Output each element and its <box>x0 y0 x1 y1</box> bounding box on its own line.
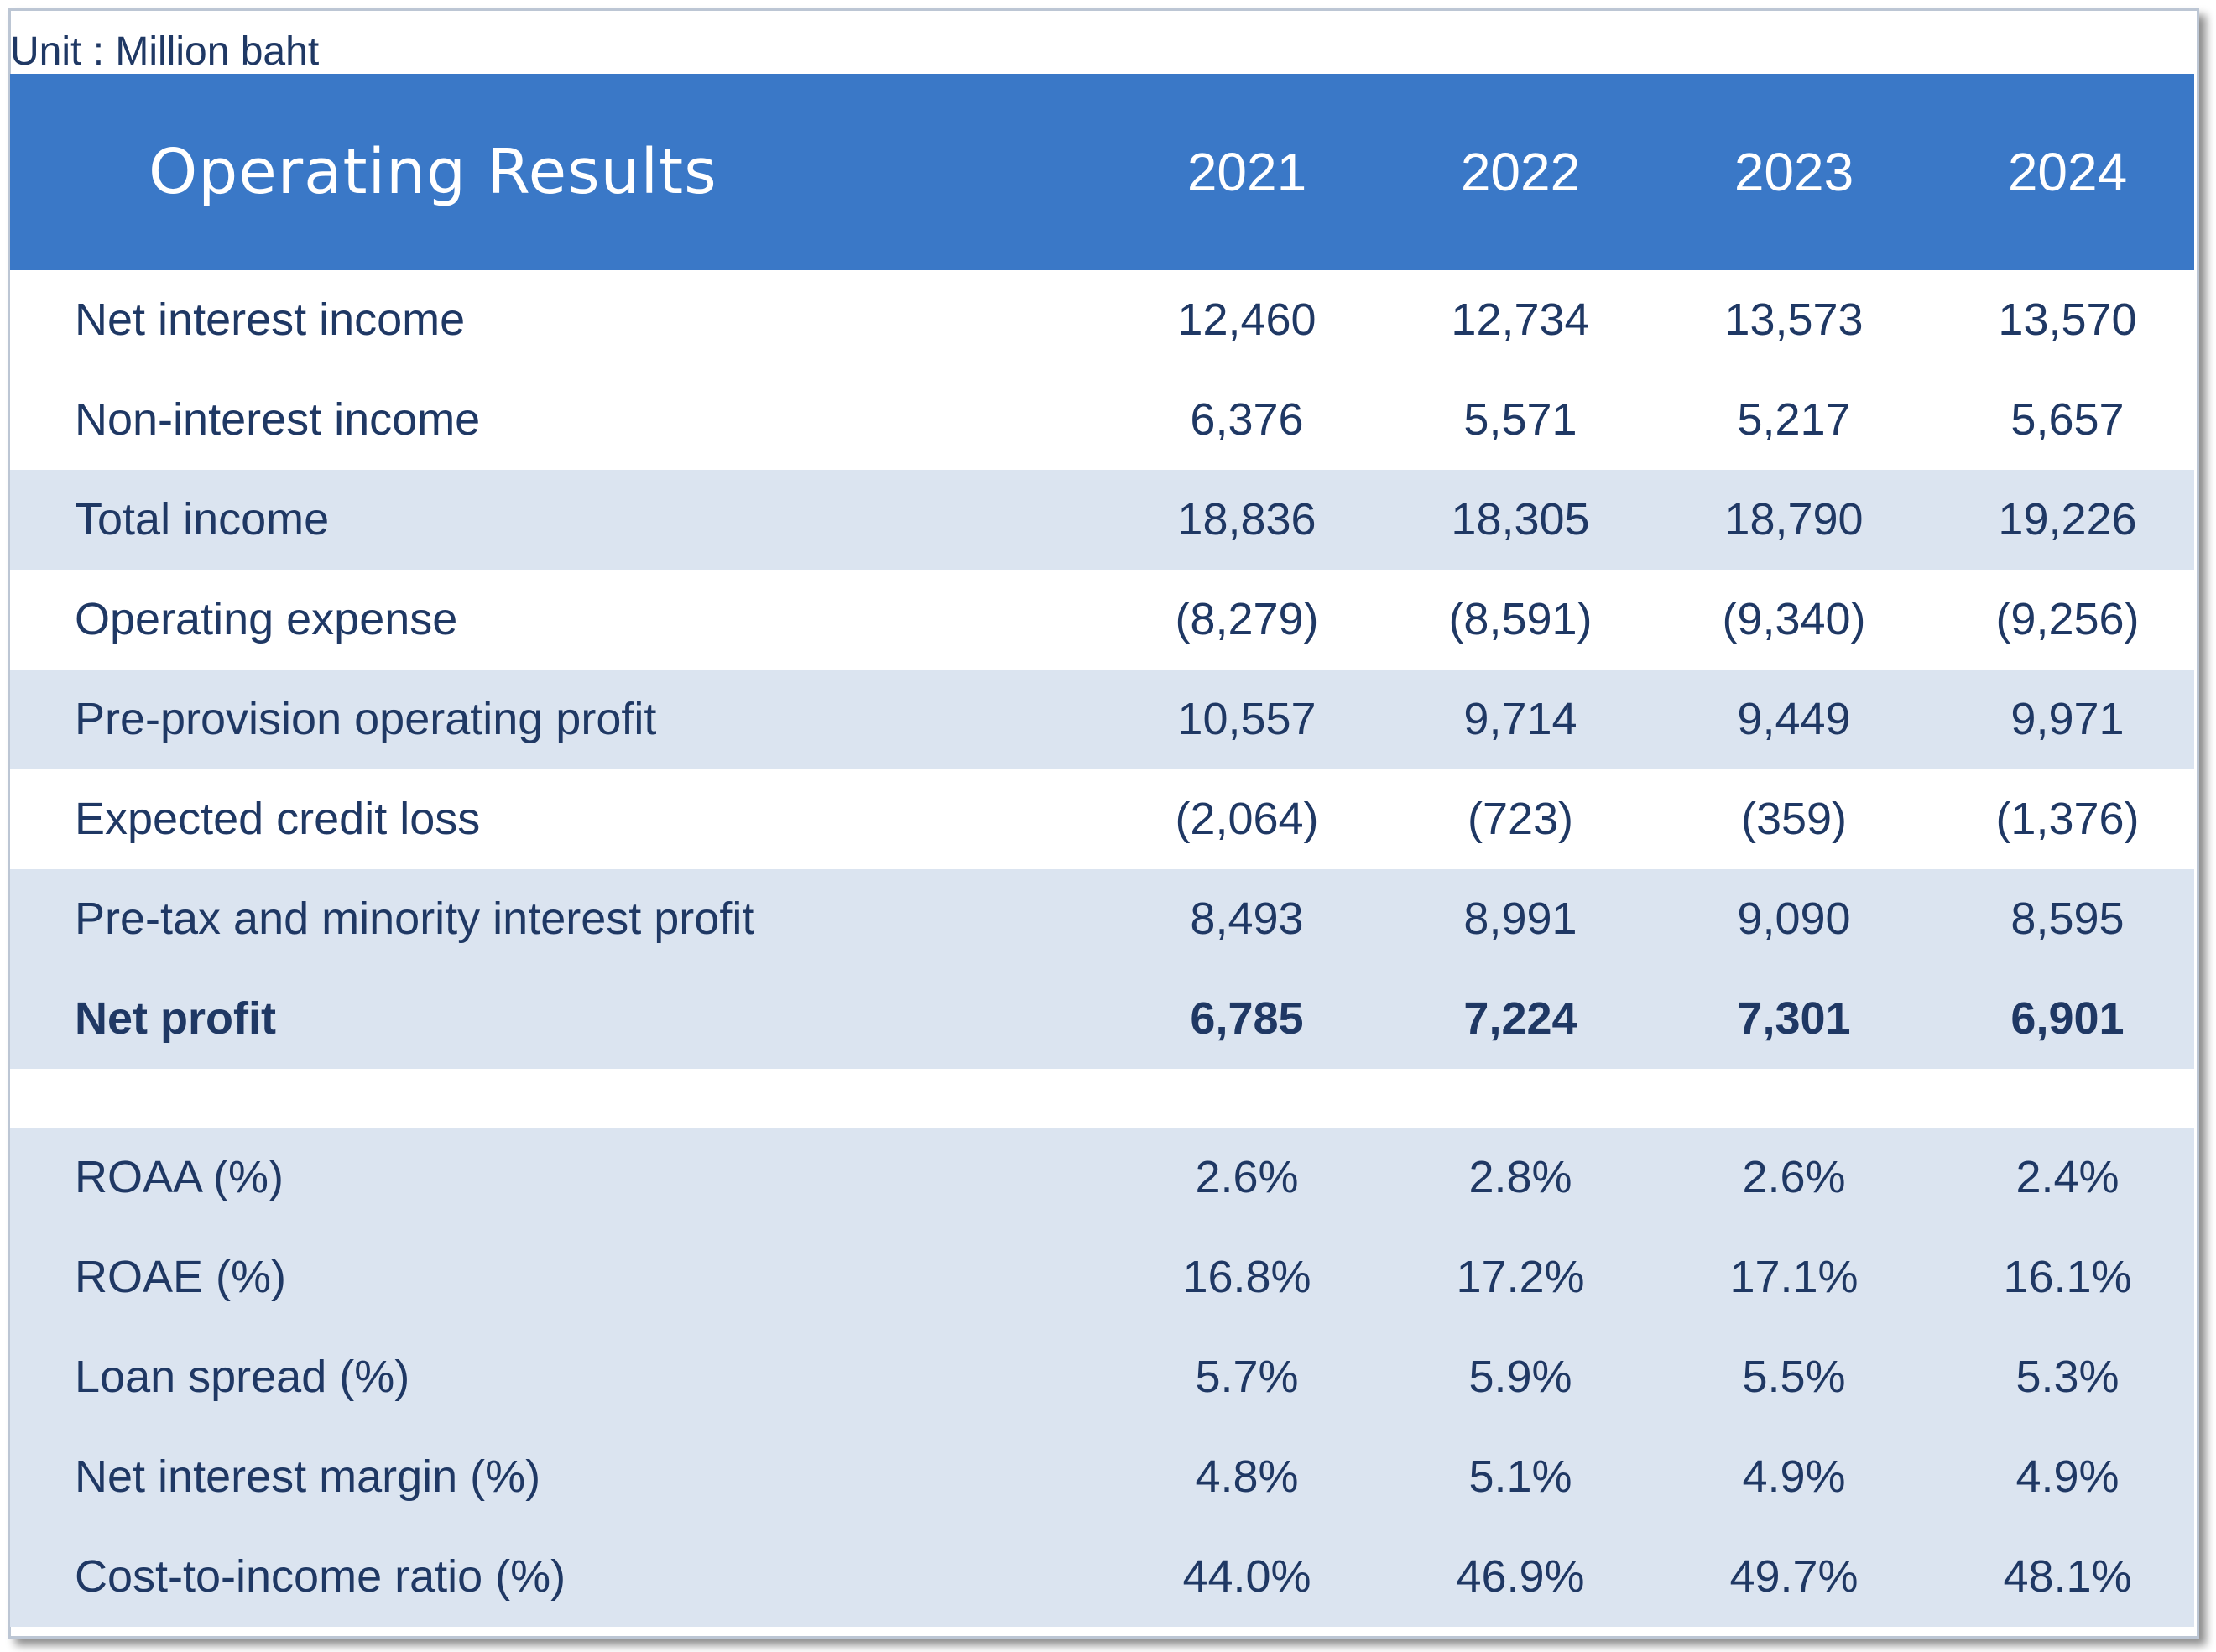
row-value: 17.2% <box>1456 1252 1585 1302</box>
row-value: 6,376 <box>1190 394 1304 445</box>
row-value: 10,557 <box>1177 694 1317 744</box>
ratio-row: ROAA (%) 2.6% 2.8% 2.6% 2.4% <box>10 1128 2194 1227</box>
row-label: Expected credit loss <box>75 794 481 844</box>
row-value: 16.1% <box>2003 1252 2132 1302</box>
row-value: 46.9% <box>1456 1551 1585 1602</box>
year-header-2023: 2023 <box>1734 142 1854 202</box>
ratio-row: Loan spread (%) 5.7% 5.9% 5.5% 5.3% <box>10 1327 2194 1427</box>
row-label: Cost-to-income ratio (%) <box>75 1551 566 1602</box>
row-label: ROAE (%) <box>75 1252 287 1302</box>
row-value: (2,064) <box>1175 794 1319 844</box>
row-value: 19,226 <box>1998 494 2137 545</box>
row-label: Pre-provision operating profit <box>75 694 657 744</box>
row-label: ROAA (%) <box>75 1152 284 1202</box>
row-label: Net interest income <box>75 294 466 345</box>
row-value: (359) <box>1740 794 1848 844</box>
row-value: 13,573 <box>1724 294 1864 345</box>
row-value: 9,971 <box>2010 694 2125 744</box>
row-value: 2.6% <box>1742 1152 1846 1202</box>
row-value: (1,376) <box>1995 794 2140 844</box>
row-value: 7,224 <box>1463 993 1577 1044</box>
ratio-row: Cost-to-income ratio (%) 44.0% 46.9% 49.… <box>10 1527 2194 1627</box>
row-value: (9,340) <box>1722 594 1866 644</box>
row-value: 16.8% <box>1182 1252 1311 1302</box>
row-value: 2.8% <box>1468 1152 1572 1202</box>
row-value: 5.1% <box>1468 1451 1572 1502</box>
table-row: Expected credit loss (2,064) (723) (359)… <box>10 769 2194 869</box>
row-value: 18,305 <box>1451 494 1590 545</box>
row-label: Pre-tax and minority interest profit <box>75 894 755 944</box>
section-spacer <box>10 1069 2194 1128</box>
table-title: Operating Results <box>149 136 717 208</box>
row-value: 6,785 <box>1190 993 1304 1044</box>
table-header: Operating Results 2021 2022 2023 2024 <box>10 74 2194 270</box>
table-row: Pre-provision operating profit 10,557 9,… <box>10 670 2194 769</box>
year-header-2022: 2022 <box>1460 142 1581 202</box>
row-label: Net profit <box>75 993 276 1044</box>
row-value: (8,279) <box>1175 594 1319 644</box>
row-value: (723) <box>1467 794 1574 844</box>
ratio-row: ROAE (%) 16.8% 17.2% 17.1% 16.1% <box>10 1227 2194 1327</box>
operating-results-table: Operating Results 2021 2022 2023 2024 Ne… <box>10 74 2194 1627</box>
row-value: 5,217 <box>1737 394 1851 445</box>
row-value: 9,090 <box>1737 894 1851 944</box>
row-value: 5.9% <box>1468 1352 1572 1402</box>
row-value: 4.8% <box>1195 1451 1299 1502</box>
row-label: Non-interest income <box>75 394 481 445</box>
row-label: Total income <box>75 494 330 545</box>
row-value: 49.7% <box>1729 1551 1859 1602</box>
row-value: 7,301 <box>1737 993 1851 1044</box>
table-row-net-profit: Net profit 6,785 7,224 7,301 6,901 <box>10 969 2194 1069</box>
table-row: Non-interest income 6,376 5,571 5,217 5,… <box>10 370 2194 470</box>
row-value: 5.7% <box>1195 1352 1299 1402</box>
year-header-2024: 2024 <box>2007 142 2128 202</box>
row-label: Net interest margin (%) <box>75 1451 541 1502</box>
row-value: 18,790 <box>1724 494 1864 545</box>
row-value: 4.9% <box>2015 1451 2120 1502</box>
row-value: 5.5% <box>1742 1352 1846 1402</box>
row-value: 12,734 <box>1451 294 1590 345</box>
row-value: 9,449 <box>1737 694 1851 744</box>
row-value: 44.0% <box>1182 1551 1311 1602</box>
row-label: Operating expense <box>75 594 458 644</box>
row-value: 13,570 <box>1998 294 2137 345</box>
row-value: 8,991 <box>1463 894 1577 944</box>
row-label: Loan spread (%) <box>75 1352 410 1402</box>
row-value: 48.1% <box>2003 1551 2132 1602</box>
row-value: 12,460 <box>1177 294 1317 345</box>
row-value: 2.4% <box>2015 1152 2120 1202</box>
row-value: 9,714 <box>1463 694 1577 744</box>
row-value: 8,595 <box>2010 894 2125 944</box>
row-value: 8,493 <box>1190 894 1304 944</box>
table-row: Total income 18,836 18,305 18,790 19,226 <box>10 470 2194 570</box>
row-value: (8,591) <box>1448 594 1593 644</box>
row-value: (9,256) <box>1995 594 2140 644</box>
ratio-row: Net interest margin (%) 4.8% 5.1% 4.9% 4… <box>10 1427 2194 1527</box>
row-value: 18,836 <box>1177 494 1317 545</box>
table-row: Operating expense (8,279) (8,591) (9,340… <box>10 570 2194 670</box>
unit-label: Unit : Million baht <box>10 29 320 74</box>
row-value: 2.6% <box>1195 1152 1299 1202</box>
table-row: Net interest income 12,460 12,734 13,573… <box>10 270 2194 370</box>
row-value: 17.1% <box>1729 1252 1859 1302</box>
row-value: 4.9% <box>1742 1451 1846 1502</box>
row-value: 5,657 <box>2010 394 2125 445</box>
year-header-2021: 2021 <box>1186 142 1307 202</box>
row-value: 5.3% <box>2015 1352 2120 1402</box>
row-value: 5,571 <box>1463 394 1577 445</box>
table-row: Pre-tax and minority interest profit 8,4… <box>10 869 2194 969</box>
row-value: 6,901 <box>2010 993 2125 1044</box>
